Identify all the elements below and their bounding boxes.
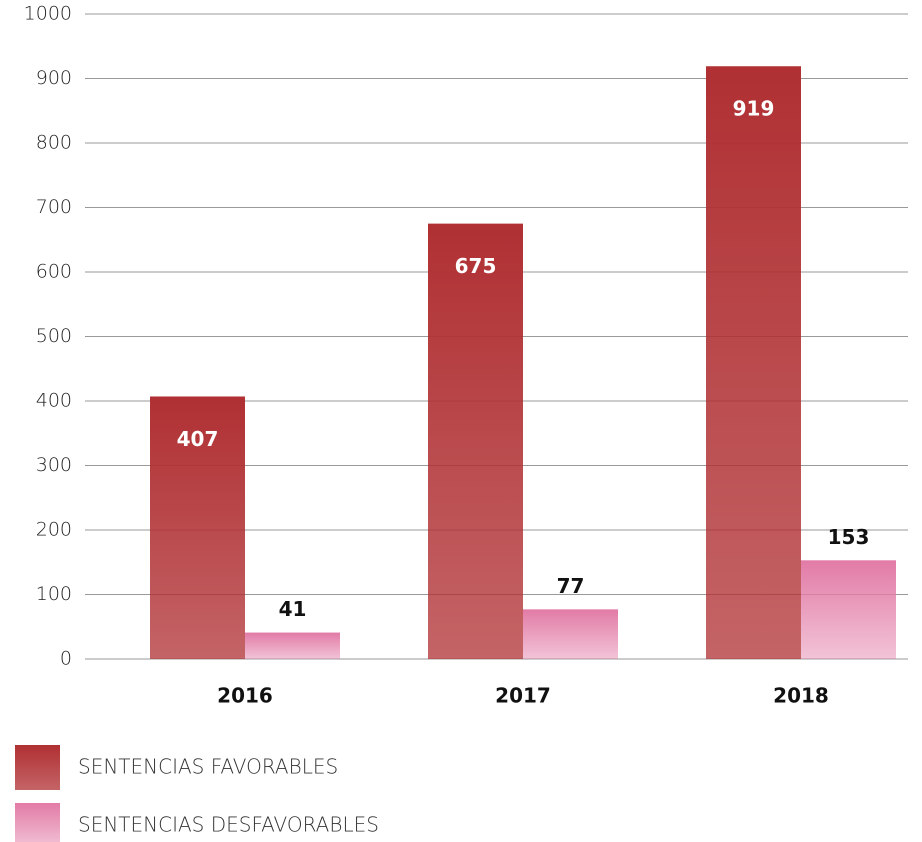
- legend-swatch: [15, 803, 60, 842]
- value-label: 919: [733, 97, 775, 121]
- y-tick-label: 500: [36, 325, 72, 347]
- y-tick-label: 300: [36, 454, 72, 476]
- x-tick-label: 2017: [495, 684, 551, 708]
- y-tick-label: 100: [36, 583, 72, 605]
- y-tick-label: 600: [36, 261, 72, 283]
- value-label: 675: [455, 254, 497, 278]
- bar: [245, 632, 340, 659]
- value-label: 407: [177, 427, 219, 451]
- bar: [801, 560, 896, 659]
- legend-swatch: [15, 745, 60, 790]
- y-tick-label: 700: [36, 196, 72, 218]
- y-tick-label: 800: [36, 132, 72, 154]
- y-tick-label: 0: [60, 648, 72, 670]
- legend-label: SENTENCIAS DESFAVORABLES: [78, 813, 379, 837]
- x-tick-label: 2018: [773, 684, 829, 708]
- x-tick-label: 2016: [217, 684, 273, 708]
- value-label: 77: [557, 574, 585, 598]
- bar: [428, 223, 523, 659]
- y-tick-label: 200: [36, 519, 72, 541]
- y-tick-label: 400: [36, 390, 72, 412]
- bar: [150, 396, 245, 659]
- bar: [706, 66, 801, 660]
- value-label: 41: [279, 597, 307, 621]
- y-tick-label: 1000: [24, 3, 72, 25]
- y-tick-label: 900: [36, 67, 72, 89]
- legend-label: SENTENCIAS FAVORABLES: [78, 755, 338, 779]
- bar: [523, 609, 618, 659]
- value-label: 153: [828, 525, 870, 549]
